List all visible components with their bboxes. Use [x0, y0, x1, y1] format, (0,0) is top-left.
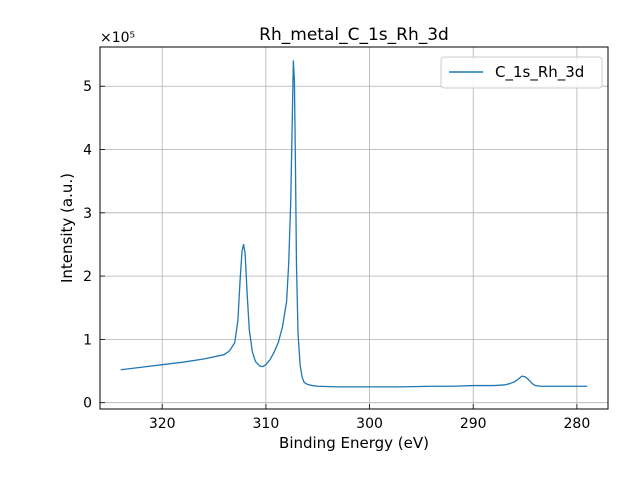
x-tick-label: 280: [564, 416, 591, 432]
plot-frame: [99, 46, 609, 410]
axis-ticks: 320 310 300 290 280 0 1 2 3 4 5: [83, 79, 590, 432]
y-tick-label: 5: [83, 79, 92, 95]
x-axis-label: Binding Energy (eV): [279, 434, 429, 452]
series-line-c-1s-rh-3d: [120, 60, 588, 388]
y-tick-label: 0: [83, 396, 92, 412]
y-axis-multiplier: ×10⁵: [100, 30, 135, 46]
x-tick-label: 300: [356, 416, 383, 432]
y-tick-label: 4: [83, 143, 92, 159]
legend: C_1s_Rh_3d: [440, 56, 603, 89]
legend-label: C_1s_Rh_3d: [495, 63, 584, 82]
x-tick-label: 320: [149, 416, 176, 432]
x-tick-label: 310: [253, 416, 280, 432]
y-axis-label: Intensity (a.u.): [58, 173, 76, 283]
plot-area: [120, 60, 588, 388]
chart-title: Rh_metal_C_1s_Rh_3d: [259, 25, 449, 45]
y-tick-label: 3: [83, 206, 92, 222]
y-tick-label: 2: [83, 269, 92, 285]
legend-box: [440, 56, 603, 89]
x-tick-label: 290: [460, 416, 487, 432]
y-tick-label: 1: [83, 332, 92, 348]
